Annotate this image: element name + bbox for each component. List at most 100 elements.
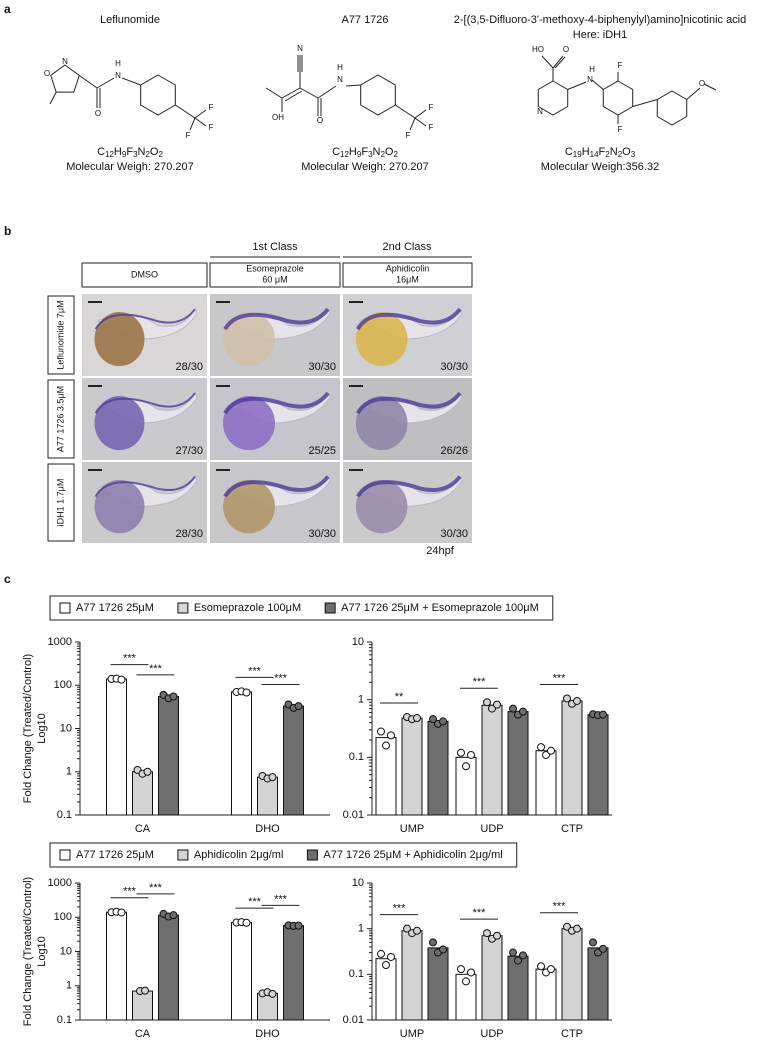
replicate-point xyxy=(509,948,517,957)
stage-label: 24hpf xyxy=(426,545,454,557)
replicate-point xyxy=(542,750,550,759)
row-label: A77 1726 3.5μM xyxy=(55,386,65,452)
atom-label: F xyxy=(209,103,214,112)
x-tick-label: CTP xyxy=(561,823,583,835)
bar xyxy=(106,678,127,816)
replicate-point xyxy=(462,977,470,986)
bond xyxy=(175,104,196,119)
bond xyxy=(121,77,141,86)
replicate-point xyxy=(493,931,501,940)
molecular-weight: Molecular Weigh:356.32 xyxy=(541,161,659,173)
y-tick-label: 100 xyxy=(54,911,72,923)
bar xyxy=(561,700,583,816)
bond xyxy=(299,87,319,99)
y-tick-label: 10 xyxy=(352,877,364,889)
significance-label: *** xyxy=(393,903,407,915)
bar xyxy=(561,928,583,1021)
row-label: iDH1 1.7μM xyxy=(55,479,65,527)
y-tick-label: 0.1 xyxy=(349,751,364,763)
bond xyxy=(281,87,301,99)
y-tick-label: 0.1 xyxy=(57,809,72,821)
bar xyxy=(231,922,252,1021)
embryo-stain xyxy=(94,392,196,414)
bar xyxy=(231,691,252,816)
bond xyxy=(96,77,115,89)
formula: C12H9F3N2O2 xyxy=(332,146,398,159)
replicate-point xyxy=(242,918,251,927)
bar xyxy=(401,717,423,816)
y-tick-label: 10 xyxy=(60,722,72,734)
significance-label: *** xyxy=(473,676,487,688)
legend-swatch xyxy=(177,849,189,861)
embryo-stain xyxy=(355,475,462,498)
bond xyxy=(552,55,564,69)
bar xyxy=(427,947,449,1021)
bar xyxy=(427,720,449,816)
column-box xyxy=(81,262,208,288)
replicate-point xyxy=(537,962,545,971)
atom-label: N xyxy=(62,57,68,66)
bond xyxy=(414,117,427,127)
bar xyxy=(257,776,278,816)
replicate-point xyxy=(377,727,385,736)
significance-label: *** xyxy=(274,893,288,905)
bond xyxy=(49,91,57,105)
embryo-count: 28/30 xyxy=(175,528,203,540)
compound-name: 2-[(3,5-Difluoro-3'-methoxy-4-biphenylyl… xyxy=(454,14,747,26)
significance-label: *** xyxy=(149,882,163,894)
legend-box xyxy=(49,842,518,868)
bond xyxy=(409,117,416,131)
atom-label: F xyxy=(618,61,623,70)
embryo-stain xyxy=(223,475,330,498)
bond xyxy=(395,104,416,119)
replicate-point xyxy=(439,945,447,954)
replicate-point xyxy=(573,696,581,705)
atom-label: O xyxy=(95,109,101,118)
replicate-point xyxy=(429,938,437,947)
atom-label: OH xyxy=(272,113,284,122)
bar xyxy=(375,958,397,1021)
replicate-point xyxy=(537,743,545,752)
atom-label: H xyxy=(115,59,121,68)
embryo-yolk xyxy=(94,396,145,451)
panel-letter: a xyxy=(4,2,11,16)
bar xyxy=(106,911,127,1021)
bar xyxy=(587,714,609,816)
embryo-stain xyxy=(355,307,462,331)
compound-name: A77 1726 xyxy=(341,14,388,26)
replicate-point xyxy=(242,688,251,697)
replicate-point xyxy=(382,741,390,750)
bond xyxy=(284,90,303,102)
row-box xyxy=(47,295,75,375)
legend-swatch xyxy=(59,602,71,614)
molecular-weight: Molecular Weigh: 270.207 xyxy=(66,161,194,173)
legend-swatch xyxy=(324,602,336,614)
bar xyxy=(283,925,304,1021)
atom-label: O xyxy=(563,45,569,54)
significance-label: *** xyxy=(248,665,262,677)
replicate-point xyxy=(387,952,395,961)
replicate-point xyxy=(117,675,126,684)
embryo-stain xyxy=(223,307,330,331)
bar xyxy=(257,992,278,1021)
replicate-point xyxy=(429,715,437,724)
bond xyxy=(541,55,554,69)
legend-label: A77 1726 25μM + Aphidicolin 2μg/ml xyxy=(323,849,502,861)
replicate-point xyxy=(387,731,395,740)
bar xyxy=(455,973,477,1021)
embryo-stain xyxy=(355,391,462,415)
atom-label: F xyxy=(618,125,623,134)
embryo-yolk xyxy=(223,479,275,534)
significance-label: *** xyxy=(123,886,137,898)
atom-label: F xyxy=(406,131,411,140)
atom-label: F xyxy=(209,123,214,132)
legend-swatch xyxy=(306,849,318,861)
ring xyxy=(656,90,688,126)
legend-label: Esomeprazole 100μM xyxy=(194,602,301,614)
replicate-point xyxy=(509,704,517,713)
replicate-point xyxy=(573,924,581,933)
y-tick-label: 1000 xyxy=(48,877,72,889)
panel-letter: b xyxy=(4,224,11,238)
